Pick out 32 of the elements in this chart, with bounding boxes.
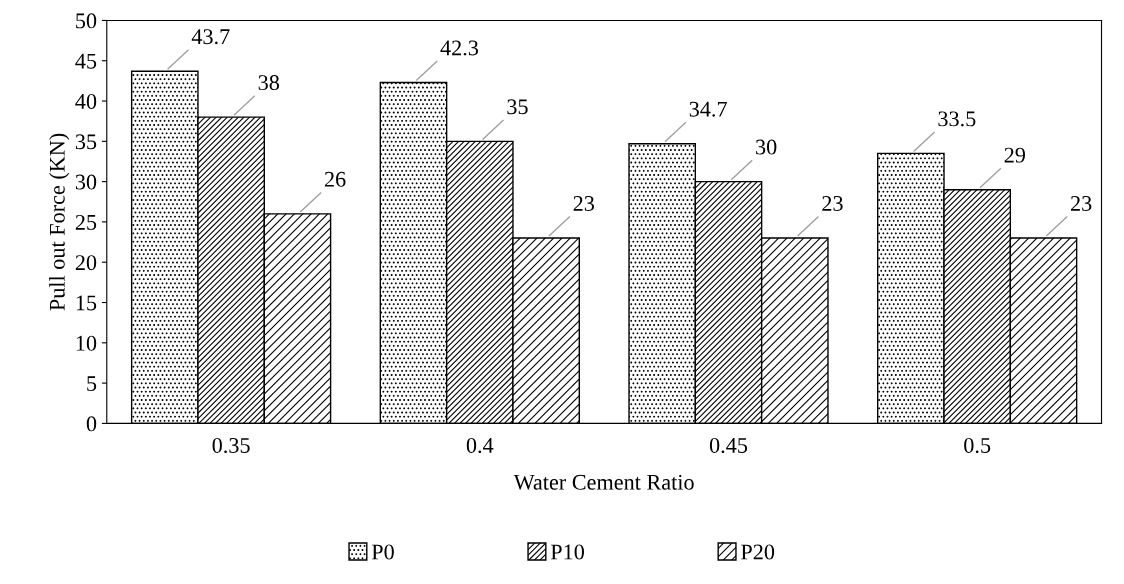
y-tick-label: 0 — [86, 416, 97, 432]
y-tick-label: 5 — [87, 376, 97, 392]
data-label: 23 — [1071, 196, 1092, 211]
data-label: 42.3 — [440, 40, 479, 56]
legend-label: P10 — [550, 544, 584, 560]
y-tick-label: 25 — [75, 214, 97, 230]
x-axis-title: Water Cement Ratio — [513, 474, 694, 490]
data-label: 23 — [573, 196, 594, 211]
x-tick-label: 0.4 — [466, 437, 494, 454]
data-label: 26 — [324, 171, 346, 187]
data-label: 43.7 — [191, 29, 230, 45]
x-tick-label: 0.5 — [964, 437, 991, 454]
data-label: 23 — [822, 196, 843, 211]
data-label: 33.5 — [938, 111, 976, 127]
y-tick-label: 50 — [76, 13, 97, 29]
data-label: 30 — [756, 139, 777, 155]
data-label: 34.7 — [689, 101, 727, 117]
y-tick-label: 20 — [75, 255, 97, 271]
data-label: 38 — [258, 75, 280, 91]
y-tick-label: 40 — [75, 93, 97, 109]
y-tick-label: 35 — [75, 134, 97, 150]
data-label: 29 — [1004, 147, 1026, 163]
legend-label: P20 — [741, 544, 775, 560]
legend-label: P0 — [371, 544, 394, 560]
y-tick-label: 30 — [75, 174, 97, 190]
y-axis-title: Pull out Force (KN) — [49, 133, 70, 311]
x-tick-label: 0.45 — [709, 437, 748, 454]
y-tick-label: 45 — [75, 53, 97, 69]
y-tick-label: 15 — [76, 295, 97, 311]
data-label: 35 — [507, 99, 528, 115]
x-tick-label: 0.35 — [212, 437, 250, 454]
y-tick-label: 10 — [76, 335, 97, 351]
